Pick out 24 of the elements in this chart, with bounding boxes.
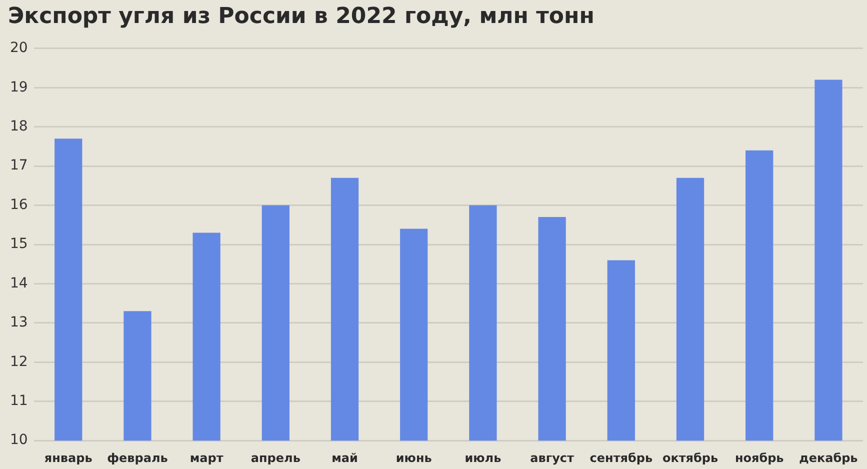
x-tick-label: май — [332, 450, 358, 465]
y-tick-label: 16 — [10, 196, 28, 213]
x-tick-label: январь — [44, 450, 93, 465]
x-tick-label: июнь — [396, 450, 432, 465]
x-tick-label: март — [190, 450, 224, 465]
y-tick-label: 15 — [10, 236, 28, 252]
x-tick-label: сентябрь — [590, 450, 653, 465]
chart-title: Экспорт угля из России в 2022 году, млн тонн — [8, 4, 594, 29]
x-tick-label: апрель — [250, 450, 301, 465]
x-tick-label: август — [530, 450, 574, 465]
y-tick-label: 18 — [10, 118, 28, 134]
y-tick-label: 19 — [10, 79, 28, 96]
y-tick-label: 13 — [10, 314, 28, 331]
x-tick-label: февраль — [107, 450, 168, 465]
x-tick-label: ноябрь — [734, 450, 784, 465]
y-tick-label: 11 — [10, 393, 28, 410]
y-tick-label: 12 — [10, 354, 28, 370]
x-tick-label: октябрь — [662, 450, 718, 465]
y-tick-label: 14 — [10, 275, 28, 292]
x-tick-label: декабрь — [799, 450, 858, 465]
x-tick-label: июль — [464, 450, 502, 465]
y-tick-label: 20 — [10, 40, 28, 56]
y-tick-label: 10 — [10, 432, 28, 448]
y-tick-label: 17 — [10, 158, 28, 174]
